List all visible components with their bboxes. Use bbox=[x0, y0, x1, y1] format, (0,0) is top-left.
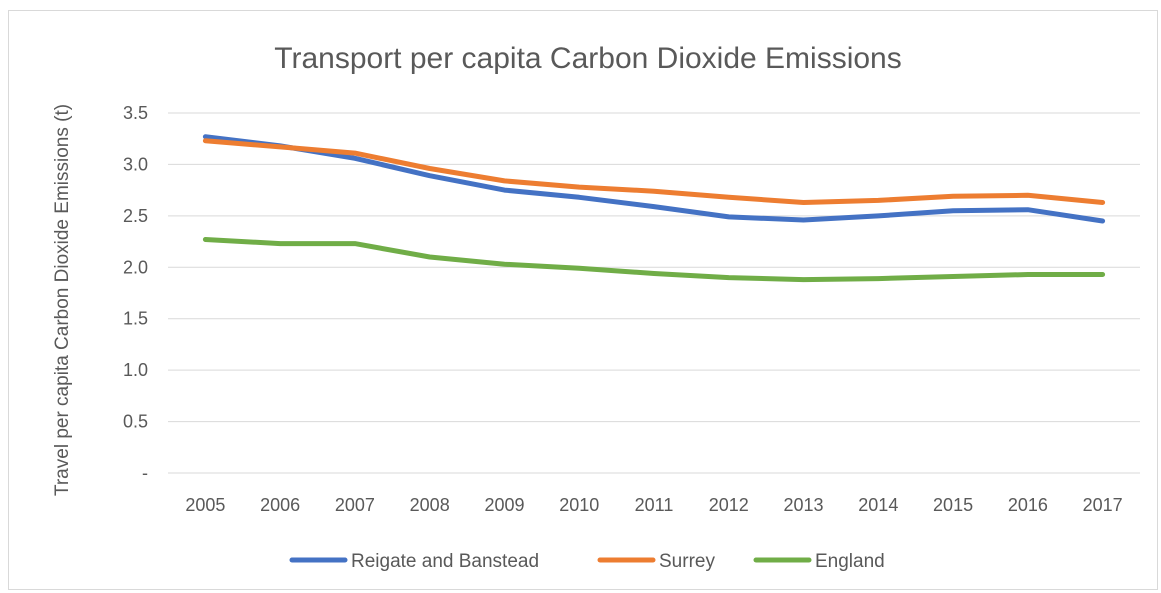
legend-label: Reigate and Banstead bbox=[351, 551, 539, 572]
y-tick-labels: - 0.5 1.0 1.5 2.0 2.5 3.0 3.5 bbox=[123, 103, 148, 483]
x-tick-label: 2010 bbox=[559, 495, 599, 515]
x-tick-label: 2015 bbox=[933, 495, 973, 515]
series-line-1 bbox=[202, 138, 1106, 205]
x-tick-label: 2007 bbox=[335, 495, 375, 515]
x-tick-label: 2016 bbox=[1008, 495, 1048, 515]
y-tick-label: 1.5 bbox=[123, 309, 148, 329]
y-tick-label: 0.5 bbox=[123, 412, 148, 432]
chart-frame bbox=[8, 10, 1158, 590]
series-line-2 bbox=[202, 237, 1106, 283]
y-tick-label: 1.0 bbox=[123, 360, 148, 380]
chart-title: Transport per capita Carbon Dioxide Emis… bbox=[274, 42, 902, 75]
series-lines bbox=[202, 134, 1106, 283]
legend-label: England bbox=[815, 551, 885, 572]
legend: Reigate and Banstead Surrey England bbox=[289, 551, 885, 572]
x-tick-label: 2006 bbox=[260, 495, 300, 515]
legend-label: Surrey bbox=[659, 551, 715, 572]
gridlines bbox=[168, 112, 1140, 474]
x-tick-labels: 2005 2006 2007 2008 2009 2010 2011 2012 2013 2014… bbox=[185, 495, 1122, 515]
x-tick-label: 2017 bbox=[1083, 495, 1123, 515]
x-tick-label: 2008 bbox=[410, 495, 450, 515]
series-line-0 bbox=[202, 134, 1106, 224]
y-tick-label: 2.5 bbox=[123, 206, 148, 226]
x-tick-label: 2011 bbox=[635, 495, 674, 515]
x-tick-label: 2013 bbox=[784, 495, 824, 515]
x-tick-label: 2014 bbox=[858, 495, 898, 515]
x-tick-label: 2009 bbox=[484, 495, 524, 515]
x-tick-label: 2012 bbox=[709, 495, 749, 515]
x-tick-label: 2005 bbox=[185, 495, 225, 515]
y-tick-label: 2.0 bbox=[123, 257, 148, 277]
y-tick-label: - bbox=[142, 463, 148, 483]
y-tick-label: 3.0 bbox=[123, 154, 148, 174]
y-tick-label: 3.5 bbox=[123, 103, 148, 123]
y-axis-label: Travel per capita Carbon Dioxide Emissio… bbox=[52, 104, 73, 496]
